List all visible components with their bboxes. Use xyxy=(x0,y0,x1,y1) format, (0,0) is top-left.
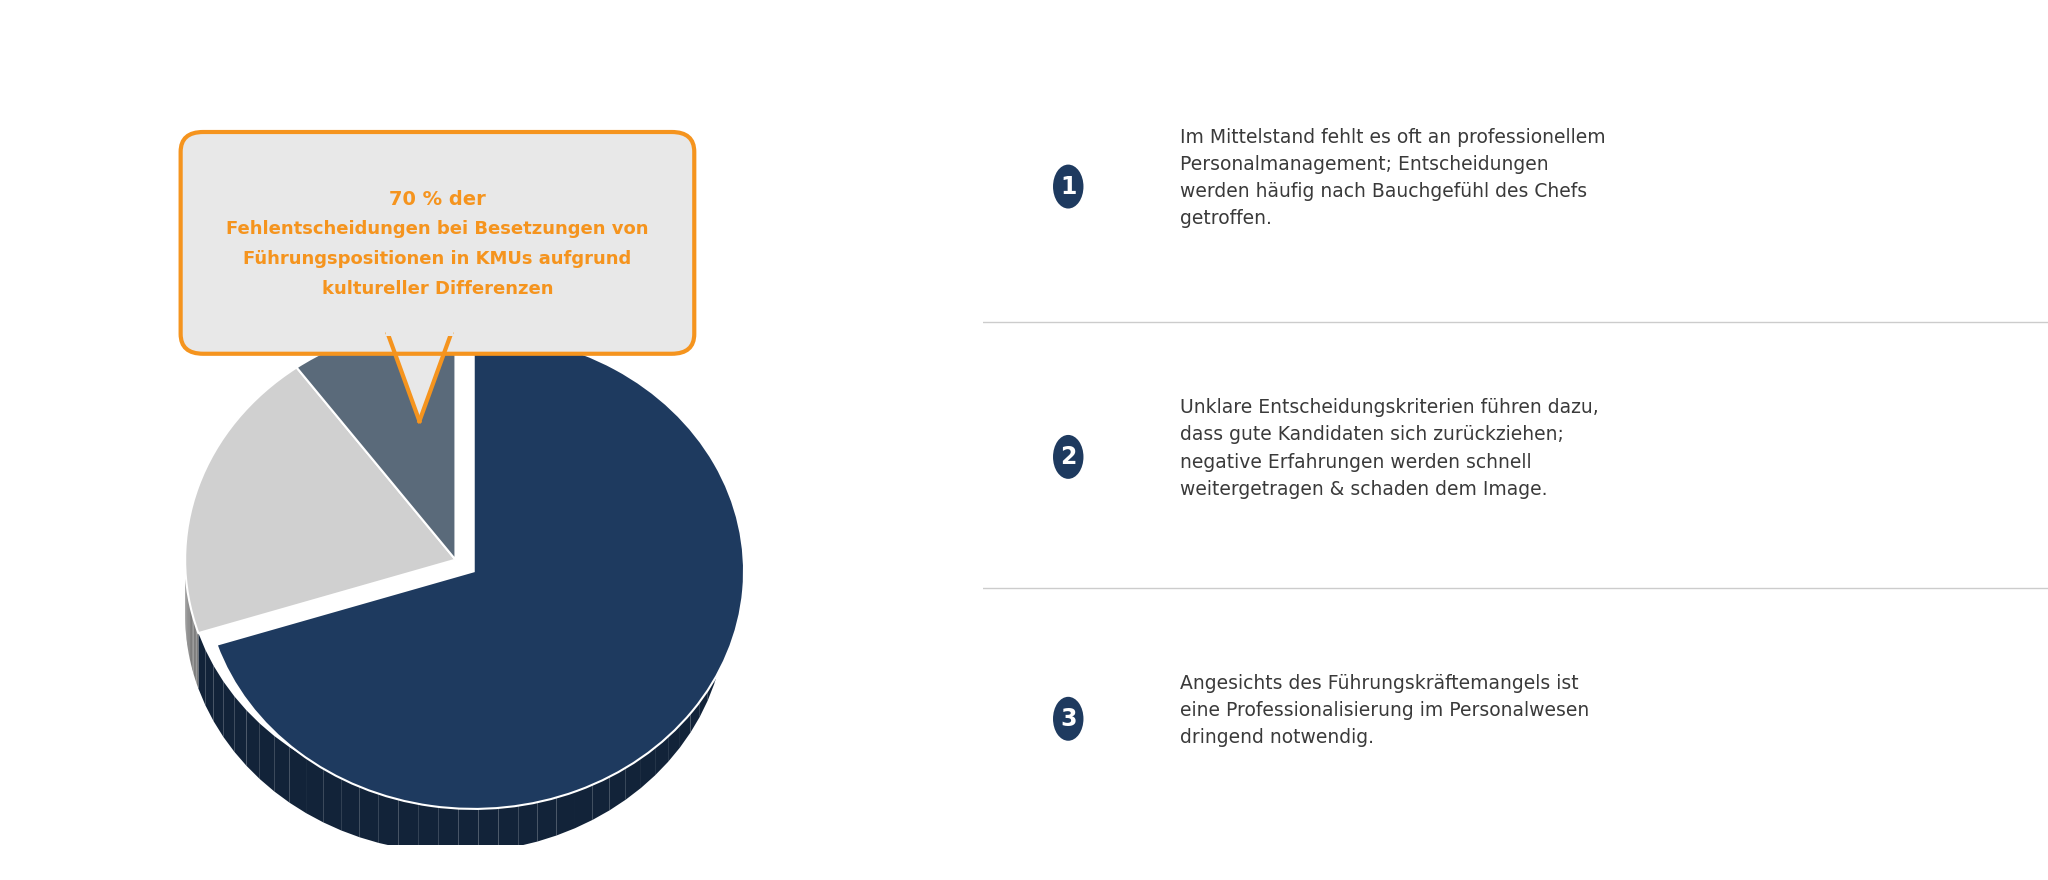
Polygon shape xyxy=(438,796,459,853)
Ellipse shape xyxy=(1053,165,1083,209)
Wedge shape xyxy=(297,322,455,560)
Text: Fehlentscheidungen bei Besetzungen von: Fehlentscheidungen bei Besetzungen von xyxy=(225,220,649,238)
Polygon shape xyxy=(246,710,260,779)
Polygon shape xyxy=(719,594,723,666)
Polygon shape xyxy=(479,795,498,852)
Polygon shape xyxy=(518,786,539,847)
Polygon shape xyxy=(627,732,641,800)
Polygon shape xyxy=(342,775,360,837)
Polygon shape xyxy=(305,758,324,822)
FancyBboxPatch shape xyxy=(387,326,453,336)
Text: 2: 2 xyxy=(1061,445,1077,469)
Text: 1: 1 xyxy=(1061,174,1077,199)
Polygon shape xyxy=(723,576,725,649)
Polygon shape xyxy=(715,611,719,684)
Polygon shape xyxy=(690,661,700,732)
Polygon shape xyxy=(498,791,518,850)
Polygon shape xyxy=(289,747,305,813)
Polygon shape xyxy=(260,723,274,791)
Polygon shape xyxy=(641,720,655,788)
Polygon shape xyxy=(387,334,451,421)
FancyBboxPatch shape xyxy=(180,132,694,354)
Text: Im Mittelstand fehlt es oft an professionellem
Personalmanagement; Entscheidunge: Im Mittelstand fehlt es oft an professio… xyxy=(1180,128,1606,229)
Polygon shape xyxy=(199,633,205,705)
Polygon shape xyxy=(700,645,709,716)
Text: Führungspositionen in KMUs aufgrund: Führungspositionen in KMUs aufgrund xyxy=(244,250,631,268)
Ellipse shape xyxy=(1053,435,1083,479)
Polygon shape xyxy=(379,788,397,847)
Text: 3: 3 xyxy=(1061,707,1077,730)
Polygon shape xyxy=(459,796,479,853)
Polygon shape xyxy=(205,649,213,722)
Polygon shape xyxy=(213,666,223,737)
Polygon shape xyxy=(680,677,690,747)
Polygon shape xyxy=(655,707,668,775)
Polygon shape xyxy=(592,755,610,820)
Polygon shape xyxy=(274,736,289,803)
Polygon shape xyxy=(610,744,627,810)
Polygon shape xyxy=(575,765,592,828)
Polygon shape xyxy=(360,781,379,843)
Polygon shape xyxy=(557,773,575,835)
Wedge shape xyxy=(217,334,743,809)
Polygon shape xyxy=(539,780,557,841)
Polygon shape xyxy=(397,792,418,850)
Text: Unklare Entscheidungskriterien führen dazu,
dass gute Kandidaten sich zurückzieh: Unklare Entscheidungskriterien führen da… xyxy=(1180,398,1599,499)
Wedge shape xyxy=(184,368,455,633)
Polygon shape xyxy=(418,795,438,852)
Ellipse shape xyxy=(1053,697,1083,741)
Polygon shape xyxy=(709,628,715,700)
Polygon shape xyxy=(668,692,680,762)
Polygon shape xyxy=(223,681,233,752)
Text: kultureller Differenzen: kultureller Differenzen xyxy=(322,280,553,297)
Polygon shape xyxy=(324,766,342,831)
Polygon shape xyxy=(233,696,246,766)
Text: Angesichts des Führungskräftemangels ist
eine Professionalisierung im Personalwe: Angesichts des Führungskräftemangels ist… xyxy=(1180,673,1589,747)
Text: 70 % der: 70 % der xyxy=(389,190,485,209)
